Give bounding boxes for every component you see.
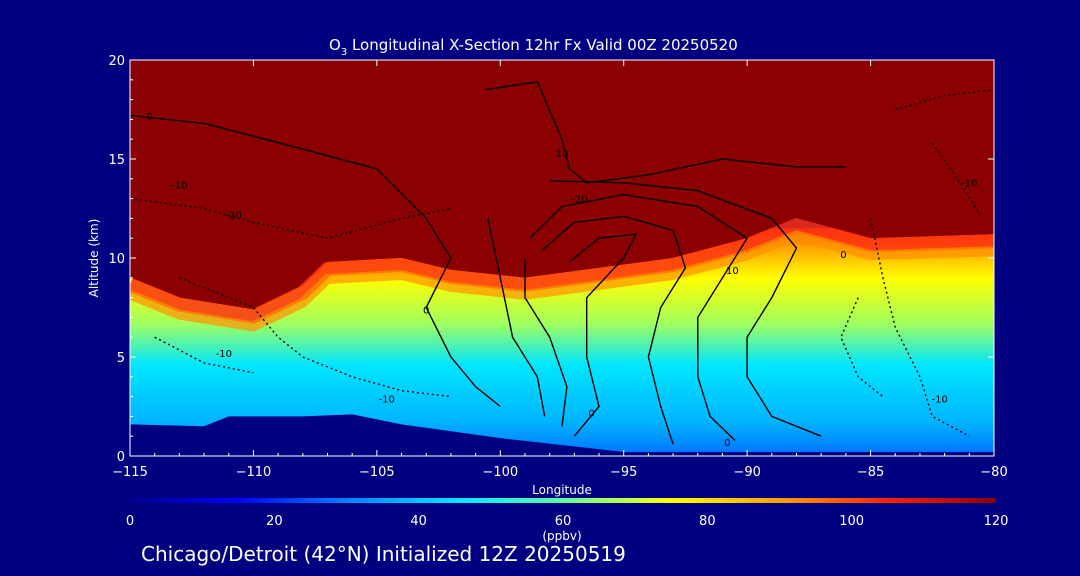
contour-line bbox=[568, 233, 638, 437]
contour-label: 0 bbox=[423, 305, 429, 316]
colorbar-tick-label: 120 bbox=[984, 514, 1009, 529]
terrain-mask bbox=[130, 414, 994, 456]
contour-label: 0 bbox=[724, 438, 730, 449]
x-tick-label: −100 bbox=[482, 465, 518, 480]
x-tick-label: −80 bbox=[980, 465, 1007, 480]
x-axis: −115 −110 −105 −100 −95 −90 −85 −80 bbox=[112, 60, 1008, 480]
colorbar-ticks: 0 20 40 60 80 100 120 bbox=[126, 514, 1009, 529]
contour-line bbox=[154, 336, 254, 374]
contour-label: -10 bbox=[216, 349, 232, 360]
contour-line bbox=[549, 180, 822, 437]
contour-line bbox=[130, 114, 501, 408]
contour-line bbox=[485, 81, 846, 184]
colorbar-tick-label: 40 bbox=[410, 514, 427, 529]
colorbar-tick-label: 60 bbox=[555, 514, 572, 529]
y-tick-label: 10 bbox=[108, 252, 125, 267]
y-tick-label: 5 bbox=[117, 351, 125, 366]
contour-line bbox=[869, 218, 970, 437]
contour-line bbox=[130, 197, 452, 239]
contour-line bbox=[524, 258, 568, 427]
contour-label: 0 bbox=[588, 408, 594, 419]
contour-line bbox=[541, 215, 687, 445]
contour-line bbox=[529, 193, 749, 441]
chart-title: O3 Longitudinal X-Section 12hr Fx Valid … bbox=[329, 36, 738, 58]
contour-label: -10 bbox=[171, 181, 187, 192]
y-tick-label: 0 bbox=[117, 450, 125, 465]
contour-line bbox=[931, 142, 983, 219]
tropopause-band bbox=[130, 218, 994, 324]
contour-label: -10 bbox=[379, 395, 395, 406]
colorbar-tick-label: 0 bbox=[126, 514, 134, 529]
contour-label: -20 bbox=[226, 210, 242, 221]
contour-labels: 0 -10 -20 -10 -10 0 0 0 10 0 10 -20 -10 -10 bbox=[147, 111, 978, 449]
x-tick-label: −115 bbox=[112, 465, 148, 480]
x-tick-label: −90 bbox=[733, 465, 760, 480]
contour-label: 10 bbox=[726, 266, 739, 277]
colorbar-tick-label: 20 bbox=[266, 514, 283, 529]
contour-line bbox=[840, 297, 884, 398]
x-axis-label: Longitude bbox=[532, 483, 592, 497]
stratosphere-fill bbox=[130, 60, 994, 310]
contour-line bbox=[895, 89, 994, 111]
x-tick-label: −85 bbox=[857, 465, 884, 480]
y-axis: 0 5 10 15 20 bbox=[108, 54, 994, 465]
y-axis-label: Altitude (km) bbox=[87, 219, 101, 298]
contour-label: 10 bbox=[556, 149, 569, 160]
contour-label: 0 bbox=[840, 250, 846, 261]
x-tick-label: −95 bbox=[610, 465, 637, 480]
colorbar bbox=[130, 498, 996, 503]
contour-label: -10 bbox=[932, 395, 948, 406]
y-tick-label: 20 bbox=[108, 54, 125, 69]
contour-label: -10 bbox=[961, 179, 977, 190]
x-tick-label: −110 bbox=[236, 465, 272, 480]
contour-label: 0 bbox=[147, 111, 153, 122]
y-tick-label: 15 bbox=[108, 153, 125, 168]
contour-label: -20 bbox=[571, 195, 587, 206]
colorbar-label: (ppbv) bbox=[542, 529, 581, 543]
x-tick-label: −105 bbox=[359, 465, 395, 480]
ozone-field: 0 -10 -20 -10 -10 0 0 0 10 0 10 -20 -10 -10 bbox=[130, 60, 994, 456]
footer-text: Chicago/Detroit (42°N) Initialized 12Z 2… bbox=[141, 542, 626, 566]
colorbar-tick-label: 80 bbox=[699, 514, 716, 529]
contour-lines bbox=[130, 81, 994, 445]
contour-line bbox=[179, 277, 451, 398]
colorbar-tick-label: 100 bbox=[839, 514, 864, 529]
contour-line bbox=[487, 218, 546, 417]
